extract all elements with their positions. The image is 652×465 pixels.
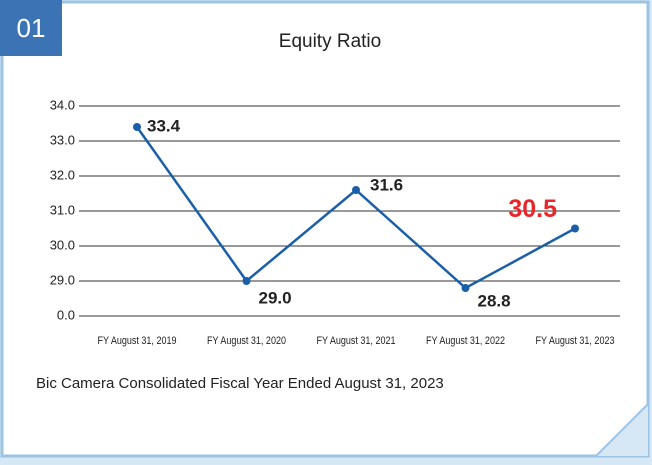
- y-tick-label: 30.0: [50, 237, 75, 252]
- x-tick-label: FY August 31, 2022: [426, 335, 505, 347]
- point: [133, 123, 141, 131]
- data-label: 33.4: [147, 116, 181, 135]
- y-tick-label: 0.0: [57, 307, 75, 322]
- data-label: 31.6: [370, 175, 403, 194]
- data-label: 30.5: [508, 195, 557, 223]
- data-label: 28.8: [478, 291, 511, 310]
- x-tick-label: FY August 31, 2021: [317, 335, 396, 347]
- point: [242, 277, 251, 285]
- chart-title: Equity Ratio: [279, 31, 381, 52]
- x-tick-label: FY August 31, 2020: [207, 335, 286, 347]
- y-tick-label: 32.0: [50, 167, 75, 182]
- badge: [0, 0, 62, 56]
- point: [352, 186, 360, 194]
- corner-line: [595, 403, 649, 457]
- note: Bic Camera Consolidated Fiscal Year Ende…: [36, 375, 444, 392]
- point: [461, 284, 470, 292]
- data-label: 29.0: [259, 288, 292, 307]
- badge-text: 01: [17, 13, 46, 43]
- y-tick-label: 31.0: [50, 202, 75, 217]
- x-tick-label: FY August 31, 2019: [98, 335, 177, 347]
- y-tick-label: 33.0: [50, 132, 75, 147]
- point: [571, 224, 579, 233]
- y-tick-label: 34.0: [50, 97, 75, 112]
- y-tick-label: 29.0: [50, 272, 75, 287]
- x-tick-label: FY August 31, 2023: [536, 335, 615, 347]
